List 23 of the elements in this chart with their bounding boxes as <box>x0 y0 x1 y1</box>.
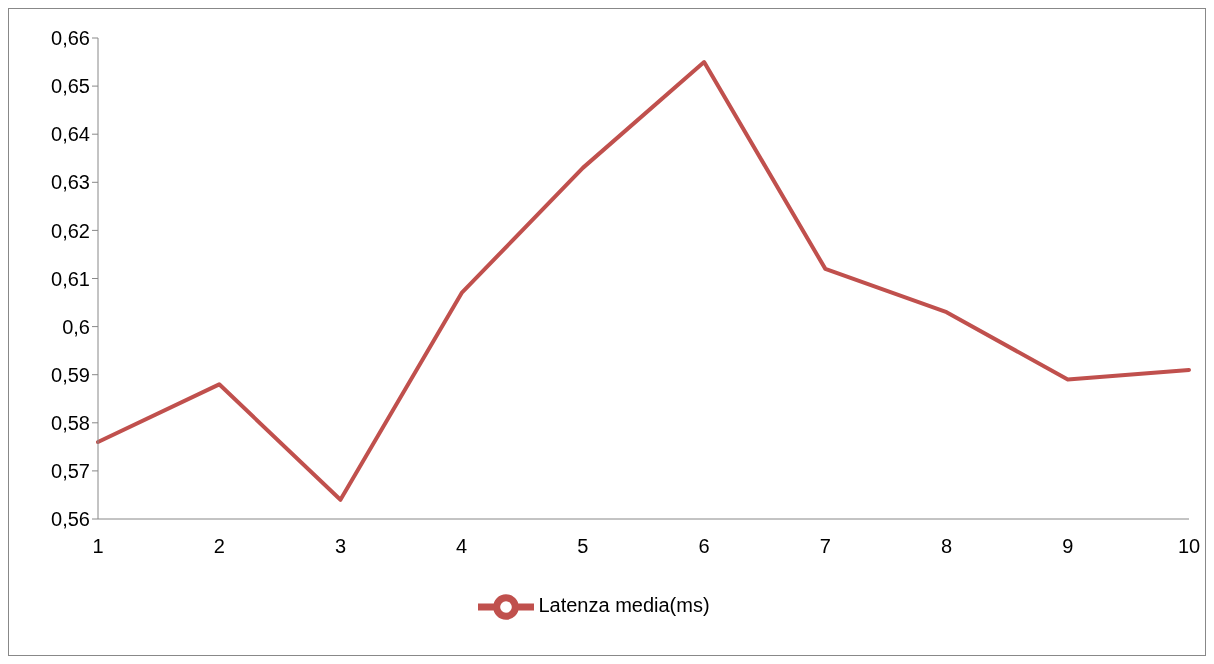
x-tick-label: 8 <box>940 535 953 558</box>
y-tick-label: 0,57 <box>51 460 90 482</box>
x-tick-label: 6 <box>698 535 710 558</box>
y-tick-label: 0,62 <box>51 219 90 242</box>
x-tick-label: 10 <box>1177 535 1201 558</box>
x-tick-label: 1 <box>92 535 104 558</box>
y-tick-label: 0,59 <box>51 363 90 386</box>
x-tick-label: 2 <box>213 535 225 558</box>
y-tick-label: 0,61 <box>51 267 90 290</box>
y-tick-label: 0,66 <box>51 27 90 50</box>
y-tick-label: 0,65 <box>51 75 90 98</box>
x-tick-label: 3 <box>334 535 347 558</box>
y-tick-label: 0,56 <box>51 508 90 531</box>
x-tick-label: 4 <box>456 535 468 558</box>
legend-label: Latenza media(ms) <box>538 594 710 617</box>
y-tick-label: 0,63 <box>51 171 90 194</box>
line-series <box>96 60 1191 502</box>
y-tick-label: 0,58 <box>51 411 90 434</box>
y-tick-label: 0,6 <box>62 315 90 338</box>
x-tick-label: 9 <box>1062 535 1074 558</box>
x-tick-label: 5 <box>577 535 589 558</box>
y-tick-label: 0,64 <box>51 123 90 146</box>
x-tick-label: 7 <box>819 535 831 558</box>
